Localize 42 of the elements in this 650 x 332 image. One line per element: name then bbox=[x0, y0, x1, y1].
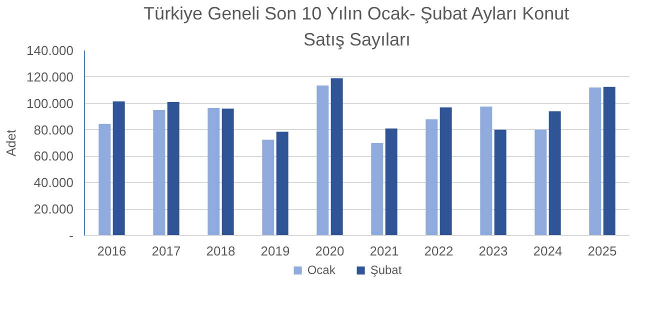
x-tick-label: 2025 bbox=[588, 244, 617, 258]
bar bbox=[330, 78, 343, 236]
bar bbox=[167, 102, 180, 236]
x-tick-label: 2018 bbox=[206, 244, 236, 258]
bar bbox=[316, 86, 329, 236]
y-tick-label: 140.000 bbox=[26, 43, 74, 58]
bar bbox=[589, 88, 602, 236]
bar bbox=[112, 101, 125, 236]
bar bbox=[494, 130, 506, 236]
x-tick-label: 2020 bbox=[315, 244, 344, 258]
bar bbox=[371, 143, 384, 236]
bar bbox=[603, 86, 616, 236]
y-tick-label: 120.000 bbox=[26, 69, 74, 84]
bar bbox=[534, 130, 547, 236]
y-tick-label: 60.000 bbox=[34, 148, 74, 164]
bar bbox=[548, 111, 561, 236]
bar bbox=[153, 110, 166, 236]
y-tick-label: - bbox=[69, 228, 74, 243]
y-tick-label: 40.000 bbox=[34, 175, 74, 190]
x-tick-label: 2022 bbox=[424, 244, 454, 258]
bar bbox=[480, 106, 492, 236]
x-tick-label: 2023 bbox=[478, 244, 508, 258]
bar bbox=[208, 108, 220, 236]
y-axis-title: Adet bbox=[4, 129, 19, 156]
bar bbox=[385, 128, 398, 236]
chart-title: Türkiye Geneli Son 10 Yılın Ocak- Şubat Ayları Konut Satış Sayıları bbox=[144, 4, 570, 50]
x-tick-label: 2019 bbox=[260, 244, 290, 258]
bar bbox=[222, 108, 234, 236]
y-tick-label: 100.000 bbox=[26, 96, 74, 111]
bar bbox=[262, 140, 274, 236]
y-tick-label: 80.000 bbox=[34, 122, 74, 138]
legend-label: Şubat bbox=[370, 263, 402, 277]
x-tick-label: 2017 bbox=[152, 244, 181, 258]
x-tick-label: 2016 bbox=[97, 244, 126, 258]
y-tick-label: 20.000 bbox=[34, 202, 74, 217]
bar bbox=[276, 132, 288, 236]
x-tick-label: 2021 bbox=[370, 244, 399, 258]
bar bbox=[426, 119, 438, 236]
bar bbox=[98, 124, 111, 236]
x-tick-label: 2024 bbox=[533, 244, 562, 258]
legend-label: Ocak bbox=[307, 263, 336, 277]
bar bbox=[440, 107, 452, 236]
